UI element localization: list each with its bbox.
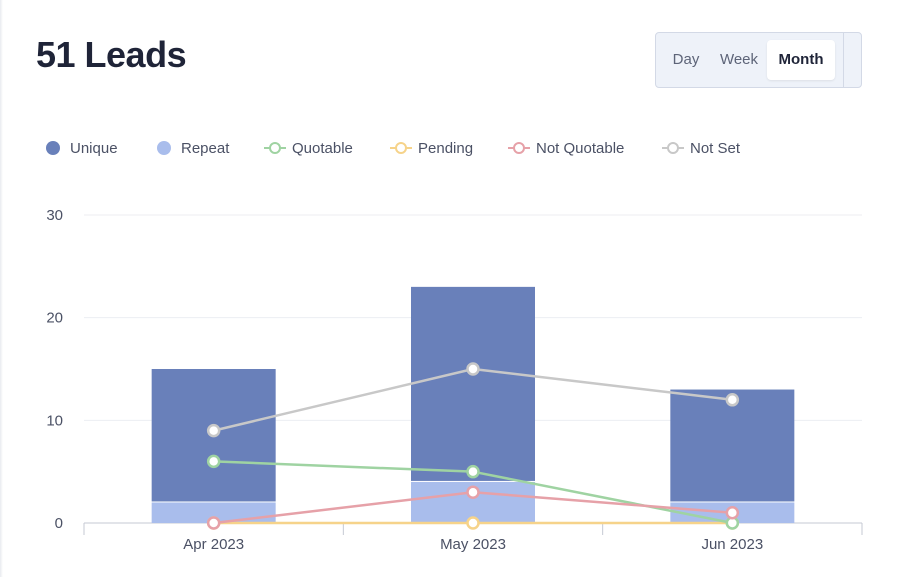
legend-line-marker-icon (508, 142, 530, 154)
y-tick-label: 10 (46, 412, 63, 429)
legend-item-pending[interactable]: Pending (390, 137, 473, 159)
legend-line-marker-icon (264, 142, 286, 154)
legend-item-not-set[interactable]: Not Set (662, 137, 740, 159)
point-not-set (725, 393, 740, 407)
legend-item-quotable[interactable]: Quotable (264, 137, 353, 159)
legend-item-not-quotable[interactable]: Not Quotable (508, 137, 624, 159)
point-pending (466, 516, 480, 530)
legend-line-marker-icon (390, 142, 412, 154)
point-quotable (466, 464, 480, 479)
legend-label: Not Set (690, 139, 741, 157)
x-tick-label: May 2023 (440, 536, 506, 553)
x-tick-label: Jun 2023 (701, 536, 763, 553)
legend-item-unique[interactable]: Unique (46, 137, 118, 159)
page-title: 51 Leads (36, 34, 187, 75)
range-option-day[interactable]: Day (672, 51, 700, 68)
legend-label: Repeat (181, 139, 230, 157)
point-not-quotable (206, 516, 221, 530)
bar-unique (411, 286, 535, 481)
y-tick-label: 30 (46, 207, 63, 224)
point-not-quotable (725, 505, 740, 520)
bar-unique (670, 389, 795, 502)
point-quotable (206, 454, 221, 469)
range-toggle: Day Week Month (655, 32, 862, 88)
legend-dot-icon (157, 141, 171, 155)
page-edge (0, 0, 3, 577)
range-option-week[interactable]: Week (719, 51, 759, 68)
legend-dot-icon (46, 141, 60, 155)
point-not-quotable (466, 485, 480, 499)
point-not-set (466, 362, 480, 376)
range-option-month[interactable]: Month (767, 40, 835, 80)
legend-label: Quotable (292, 139, 353, 157)
point-not-set (206, 423, 221, 438)
legend-label: Pending (418, 139, 474, 157)
bar-repeat (151, 502, 276, 523)
toggle-divider (843, 33, 844, 87)
legend-line-marker-icon (662, 142, 684, 154)
y-tick-label: 20 (46, 310, 63, 327)
y-tick-label: 0 (55, 515, 63, 532)
x-tick-label: Apr 2023 (183, 536, 244, 553)
legend-label: Unique (70, 139, 118, 157)
legend-label: Not Quotable (536, 139, 625, 157)
legend-item-repeat[interactable]: Repeat (157, 137, 229, 159)
